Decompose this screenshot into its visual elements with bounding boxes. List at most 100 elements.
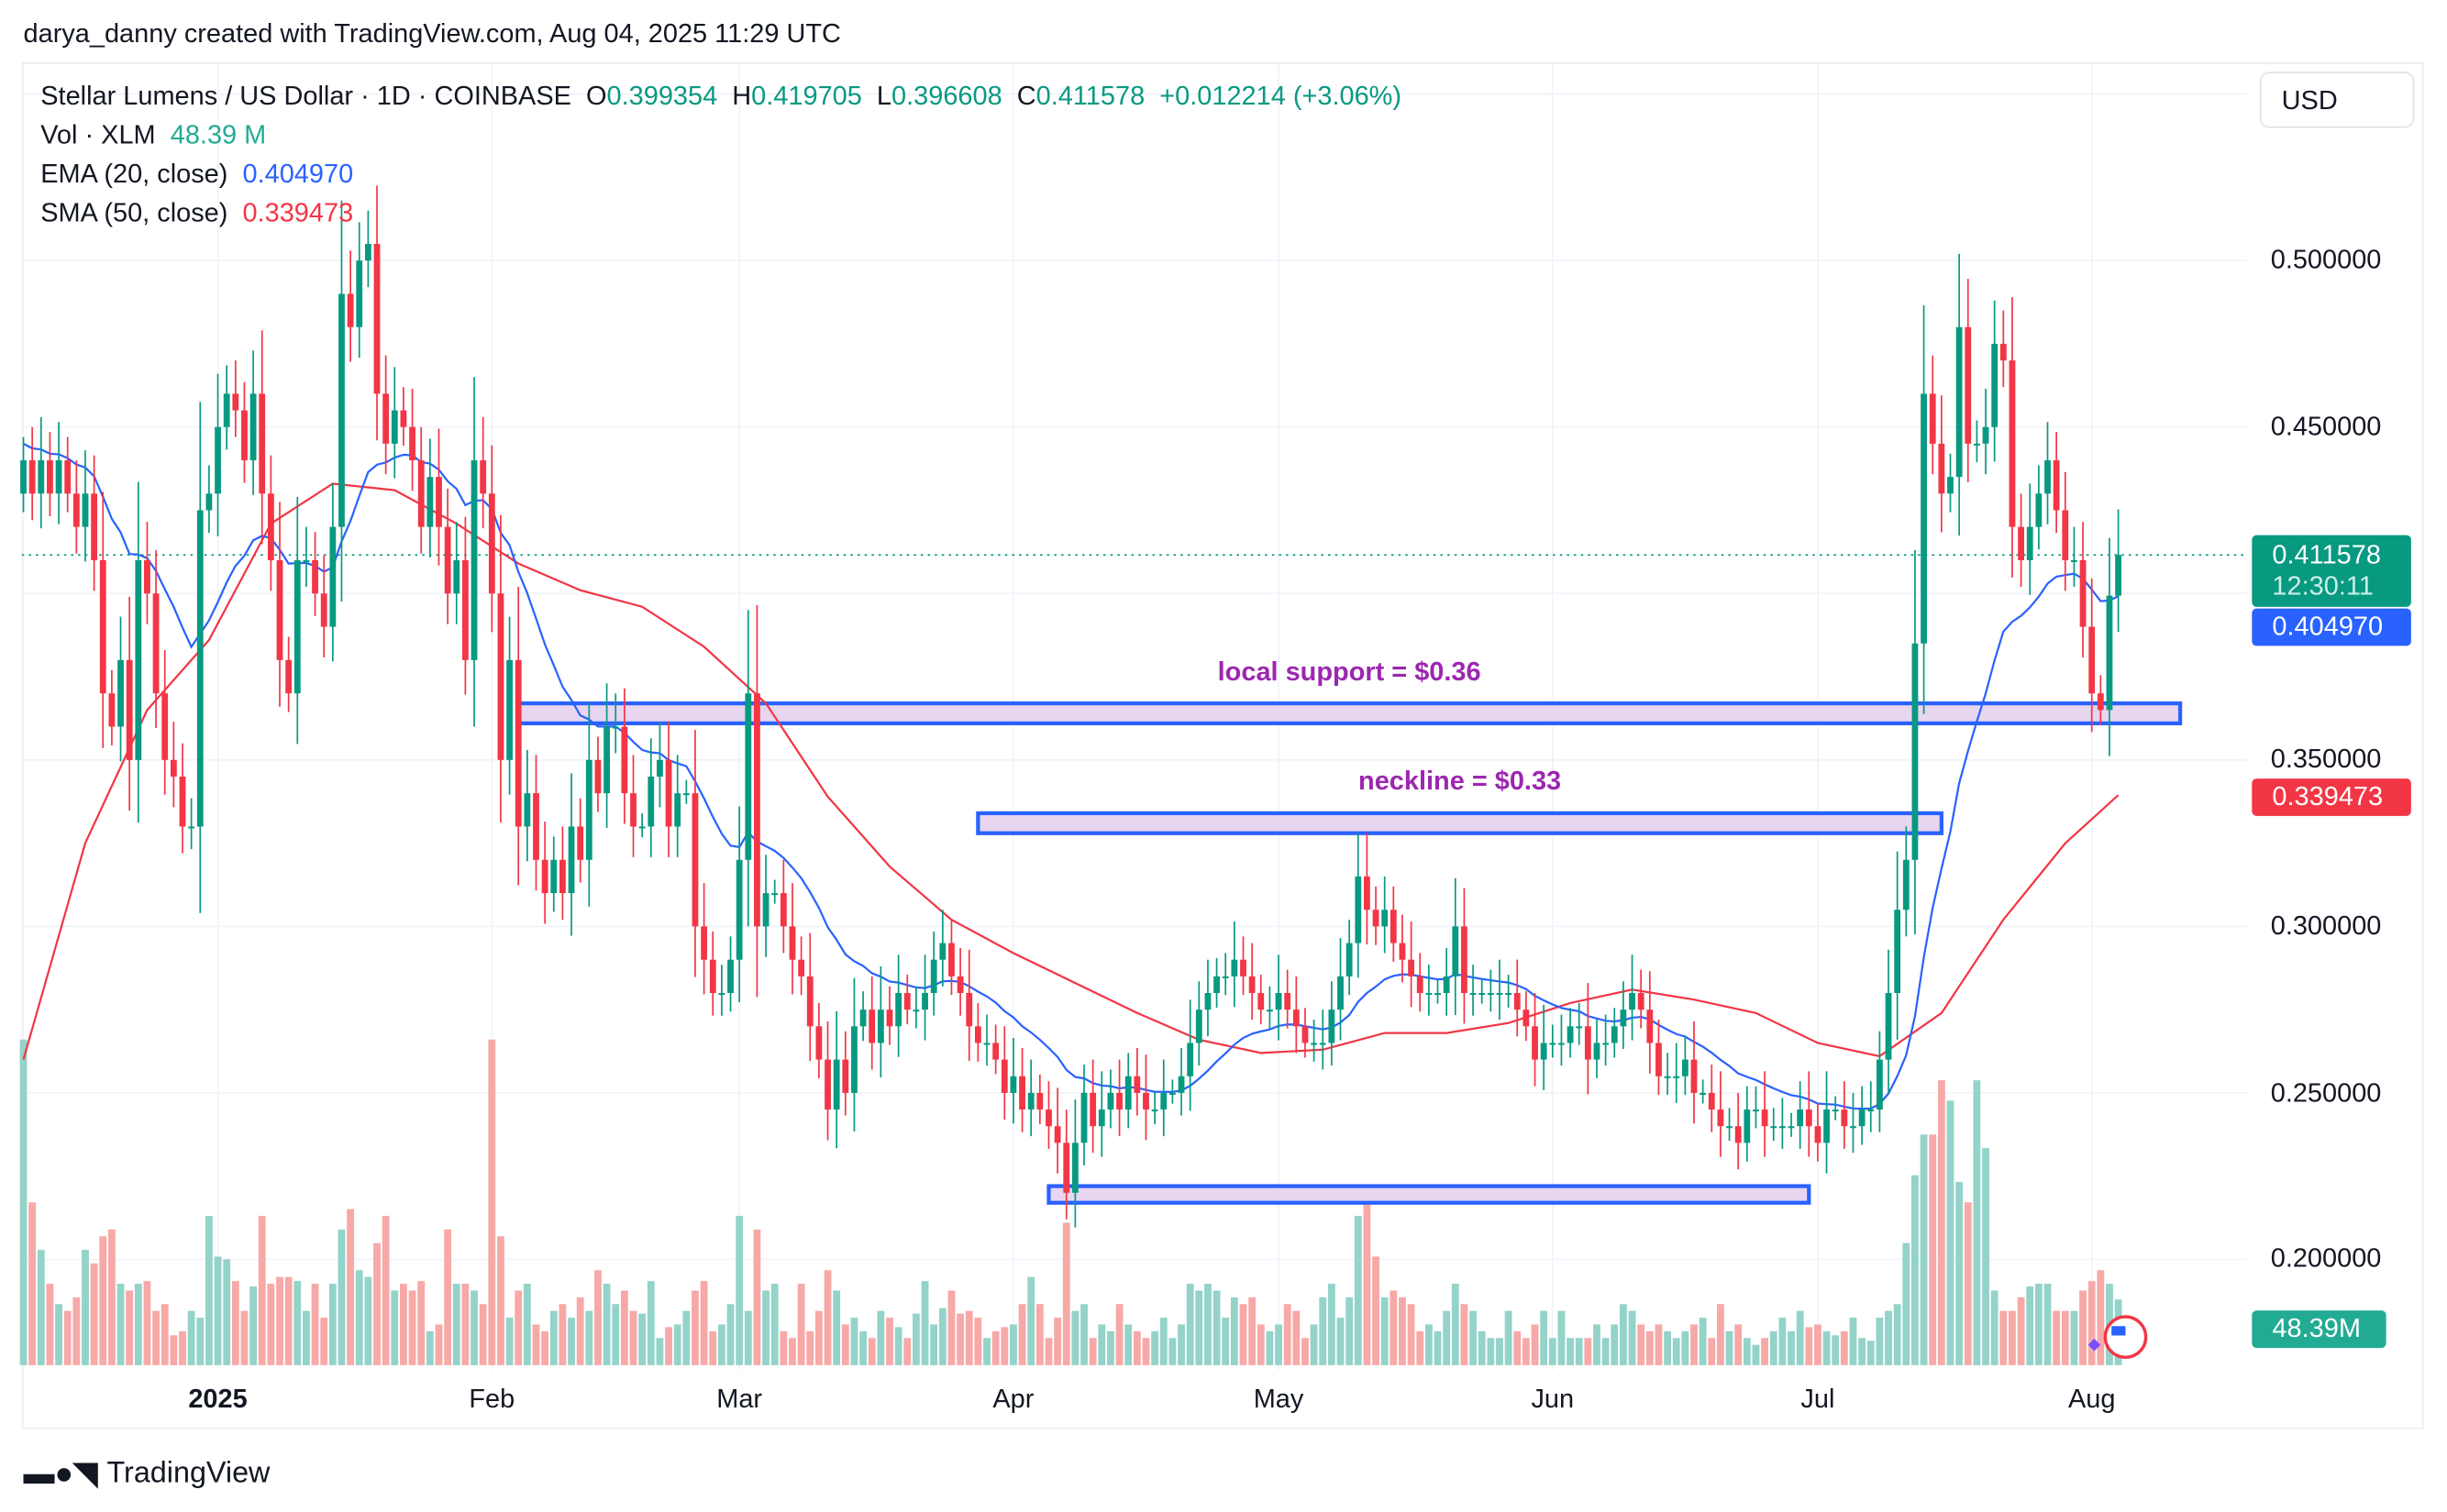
candle — [1999, 310, 2007, 388]
candle-body — [789, 926, 796, 960]
candle-body — [1381, 910, 1389, 927]
volume-bar — [347, 1208, 355, 1365]
candle-body — [1717, 1109, 1724, 1127]
candle — [612, 693, 619, 754]
candle-body — [1204, 992, 1212, 1010]
candle-body — [108, 693, 116, 727]
candle-body — [1505, 992, 1512, 996]
legend-ema-row[interactable]: EMA (20, close) 0.404970 — [40, 160, 353, 191]
volume-bar — [1946, 1100, 1954, 1365]
volume-value: 48.39 M — [170, 120, 267, 150]
candle-body — [859, 1010, 867, 1027]
candle — [1850, 1092, 1856, 1153]
volume-bar — [1849, 1318, 1857, 1365]
candle-body — [461, 559, 469, 660]
candle — [320, 555, 327, 657]
candle — [1222, 953, 1229, 996]
candle — [798, 936, 805, 996]
candle — [974, 1002, 981, 1062]
volume-bar — [435, 1324, 443, 1365]
sma-value: 0.339473 — [242, 198, 354, 228]
chart-pane[interactable] — [21, 62, 2424, 1429]
volume-bar — [638, 1313, 647, 1365]
sma-label: SMA (50, close) — [40, 198, 228, 228]
candle — [1744, 1086, 1751, 1162]
candle-body — [1734, 1126, 1742, 1143]
high-value: 0.419705 — [751, 81, 862, 111]
volume-tag: 48.39M — [2252, 1310, 2386, 1349]
candle — [1778, 1098, 1786, 1149]
tradingview-logo[interactable]: ▬●◥ TradingView — [24, 1454, 271, 1494]
close-label: C — [1016, 81, 1036, 111]
grid — [21, 63, 2248, 1370]
volume-bar — [2053, 1310, 2061, 1365]
volume-bar — [1363, 1195, 1371, 1365]
candle — [1267, 986, 1273, 1029]
candle — [533, 755, 539, 891]
candle — [72, 460, 80, 554]
candle-body — [20, 460, 27, 494]
time-axis-label: May — [1253, 1384, 1304, 1414]
currency-button[interactable]: USD — [2259, 72, 2415, 128]
volume-bar — [1522, 1338, 1530, 1365]
volume-bar — [1743, 1338, 1751, 1365]
candle — [568, 773, 575, 936]
volume-bar — [1982, 1148, 1989, 1365]
candle — [877, 966, 884, 1078]
volume-bar — [1336, 1318, 1345, 1365]
candle-body — [913, 1010, 920, 1012]
volume-bar — [523, 1284, 531, 1365]
volume-bar — [1902, 1242, 1910, 1365]
candle-body — [417, 460, 425, 527]
candle-body — [276, 559, 283, 660]
candle-body — [1478, 992, 1486, 996]
candle-body — [1876, 1059, 1883, 1110]
candle — [1982, 388, 1989, 475]
volume-bar — [90, 1263, 98, 1365]
volume-bar — [612, 1304, 620, 1365]
legend-volume-row[interactable]: Vol · XLM 48.39 M — [40, 120, 266, 151]
candle-body — [480, 460, 487, 494]
candle — [1921, 305, 1927, 714]
volume-bar — [717, 1324, 725, 1365]
volume-bar — [1195, 1290, 1203, 1365]
candle — [1885, 949, 1892, 1095]
candle-body — [833, 1059, 840, 1110]
tradingview-wordmark: TradingView — [106, 1456, 271, 1490]
candle-body — [1522, 1010, 1530, 1027]
candle — [497, 514, 504, 823]
volume-bar — [1937, 1080, 1945, 1365]
open-value: 0.399354 — [606, 81, 718, 111]
candle-body — [983, 1043, 991, 1045]
sma-price-tag: 0.339473 — [2252, 778, 2411, 816]
candle — [1832, 1096, 1839, 1120]
volume-bar — [267, 1284, 275, 1365]
volume-bar — [1504, 1310, 1512, 1365]
volume-bar — [2043, 1284, 2052, 1365]
candle — [1046, 1081, 1052, 1149]
candle — [1187, 999, 1194, 1111]
neckline-zone — [976, 811, 1943, 835]
volume-bar — [1540, 1310, 1548, 1365]
volume-bar — [549, 1310, 558, 1365]
candle-body — [1850, 1126, 1856, 1129]
candle-body — [1637, 992, 1644, 1010]
price-axis-label: 0.450000 — [2270, 411, 2382, 442]
candle — [373, 185, 381, 441]
volume-bar — [1858, 1338, 1866, 1365]
volume-bar — [417, 1281, 426, 1365]
candle — [1461, 888, 1467, 1024]
candle — [701, 883, 708, 995]
bar-countdown: 12:30:11 — [2272, 570, 2374, 601]
volume-bar — [1866, 1341, 1875, 1365]
volume-bar — [673, 1324, 681, 1365]
volume-bar — [461, 1284, 470, 1365]
volume-bar — [1593, 1324, 1600, 1365]
volume-bar — [1752, 1344, 1760, 1365]
candle-body — [1867, 1109, 1875, 1112]
legend-sma-row[interactable]: SMA (50, close) 0.339473 — [40, 198, 353, 229]
candle — [179, 743, 186, 854]
candle-body — [1010, 1076, 1017, 1093]
candle — [1805, 1071, 1812, 1157]
